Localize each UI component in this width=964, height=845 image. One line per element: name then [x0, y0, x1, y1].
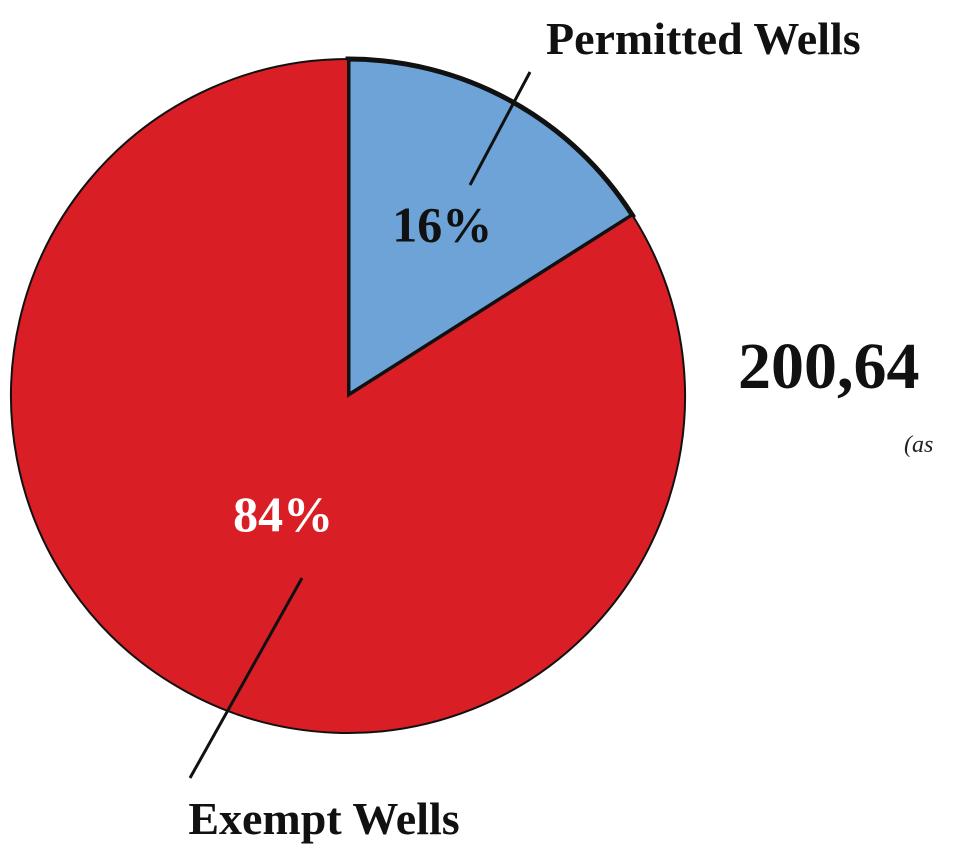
pie-slice-permitted-wells	[345, 56, 636, 401]
pie-slice-exempt-wells	[10, 57, 686, 734]
slice-percent-label: 16%	[392, 197, 492, 253]
total-wells-value: 200,64	[738, 330, 920, 403]
slice-name-label: Exempt Wells	[188, 793, 459, 844]
leader-lines	[188, 71, 532, 779]
slice-percent-label: 84%	[233, 486, 333, 542]
slice-name-label: Permitted Wells	[546, 13, 861, 64]
leader-line	[188, 577, 304, 779]
pie-slices	[10, 56, 686, 734]
slice-labels: 16% Permitted Wells 84% Exempt Wells	[188, 13, 860, 844]
leader-line	[468, 71, 532, 186]
total-note: (as	[904, 432, 933, 458]
